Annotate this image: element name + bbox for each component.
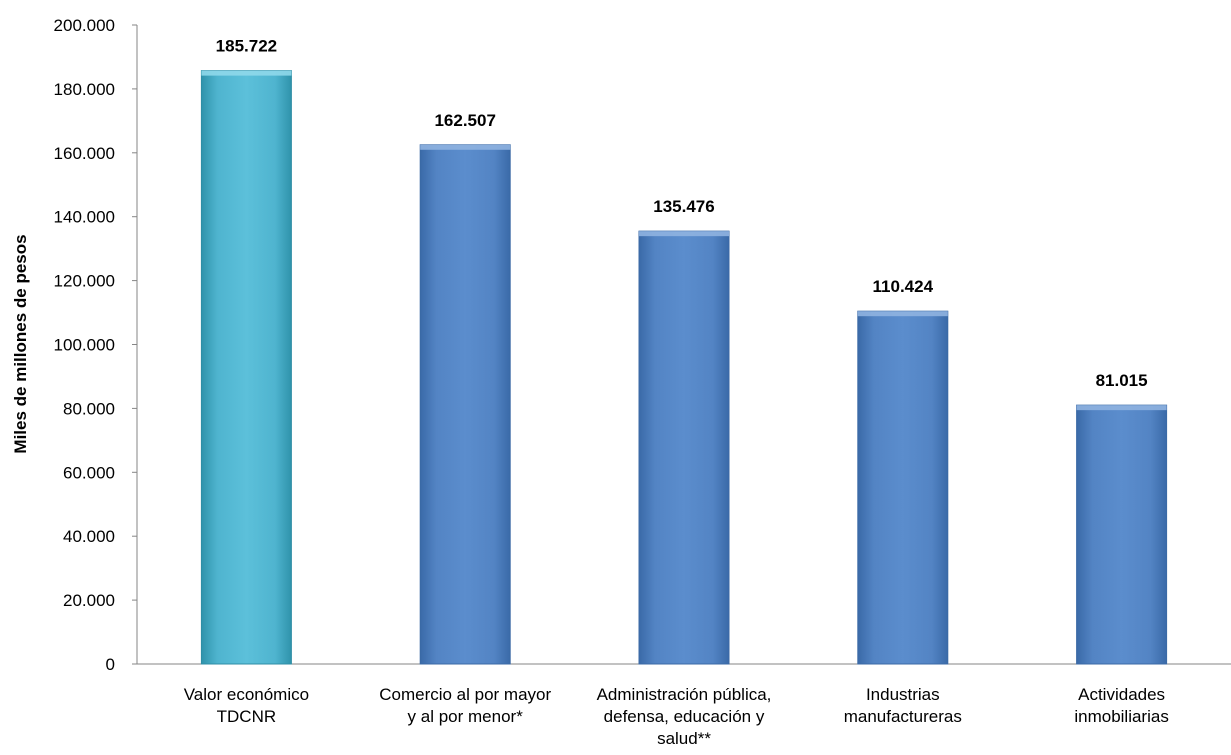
y-tick-label: 100.000	[54, 336, 115, 355]
bar	[200, 70, 292, 665]
y-tick-label: 60.000	[63, 463, 115, 482]
category-labels: Valor económico TDCNR Comercio al por mayo…	[184, 685, 1169, 748]
data-label: 81.015	[1096, 371, 1148, 390]
category-label: Industrias manufactureras	[844, 685, 962, 726]
bar-body	[638, 230, 730, 665]
y-tick-label: 120.000	[54, 272, 115, 291]
bar-body	[200, 70, 292, 665]
category-label-line: Industrias	[866, 685, 940, 704]
y-tick-label: 180.000	[54, 80, 115, 99]
category-label-line: Comercio al por mayor	[379, 685, 551, 704]
y-tick-label: 80.000	[63, 399, 115, 418]
category-label: Comercio al por mayor y al por menor*	[379, 685, 551, 726]
bar-top-highlight	[420, 144, 511, 150]
bar-top-highlight	[201, 70, 292, 76]
y-tick-label: 20.000	[63, 591, 115, 610]
category-label-line: Valor económico	[184, 685, 309, 704]
category-label-line: y al por menor*	[408, 707, 524, 726]
bar-top-highlight	[639, 231, 729, 237]
category-label-line: Administración pública,	[597, 685, 772, 704]
bar	[857, 310, 949, 665]
category-label-line: inmobiliarias	[1074, 707, 1168, 726]
category-label: Valor económico TDCNR	[184, 685, 309, 726]
bar	[638, 230, 730, 665]
y-tick-label: 0	[106, 655, 115, 674]
y-tick-label: 40.000	[63, 527, 115, 546]
category-label-line: TDCNR	[217, 707, 277, 726]
category-label: Administración pública, defensa, educació…	[597, 685, 772, 748]
category-label-line: salud**	[657, 729, 711, 748]
data-label: 110.424	[873, 277, 934, 296]
bar-top-highlight	[1076, 405, 1167, 411]
bar-top-highlight	[857, 311, 948, 317]
bar-body	[419, 144, 511, 665]
y-tick-label: 200.000	[54, 16, 115, 35]
bar-body	[857, 310, 949, 665]
category-label: Actividades inmobiliarias	[1074, 685, 1168, 726]
bar-body	[1076, 404, 1168, 665]
y-tick-label: 160.000	[54, 144, 115, 163]
y-tick-label: 140.000	[54, 208, 115, 227]
data-labels: 185.722 162.507 135.476 110.424 81.015	[216, 37, 1148, 391]
bar	[419, 144, 511, 665]
category-label-line: defensa, educación y	[604, 707, 765, 726]
data-label: 135.476	[653, 197, 714, 216]
data-label: 162.507	[434, 111, 495, 130]
bars	[200, 70, 1168, 665]
data-label: 185.722	[216, 37, 277, 56]
y-axis-title: Miles de millones de pesos	[11, 234, 30, 453]
y-axis-ticks: 0 20.000 40.000 60.000 80.000 100.000 120.000 1…	[54, 16, 137, 674]
bar	[1076, 404, 1168, 665]
category-label-line: Actividades	[1078, 685, 1165, 704]
category-label-line: manufactureras	[844, 707, 962, 726]
